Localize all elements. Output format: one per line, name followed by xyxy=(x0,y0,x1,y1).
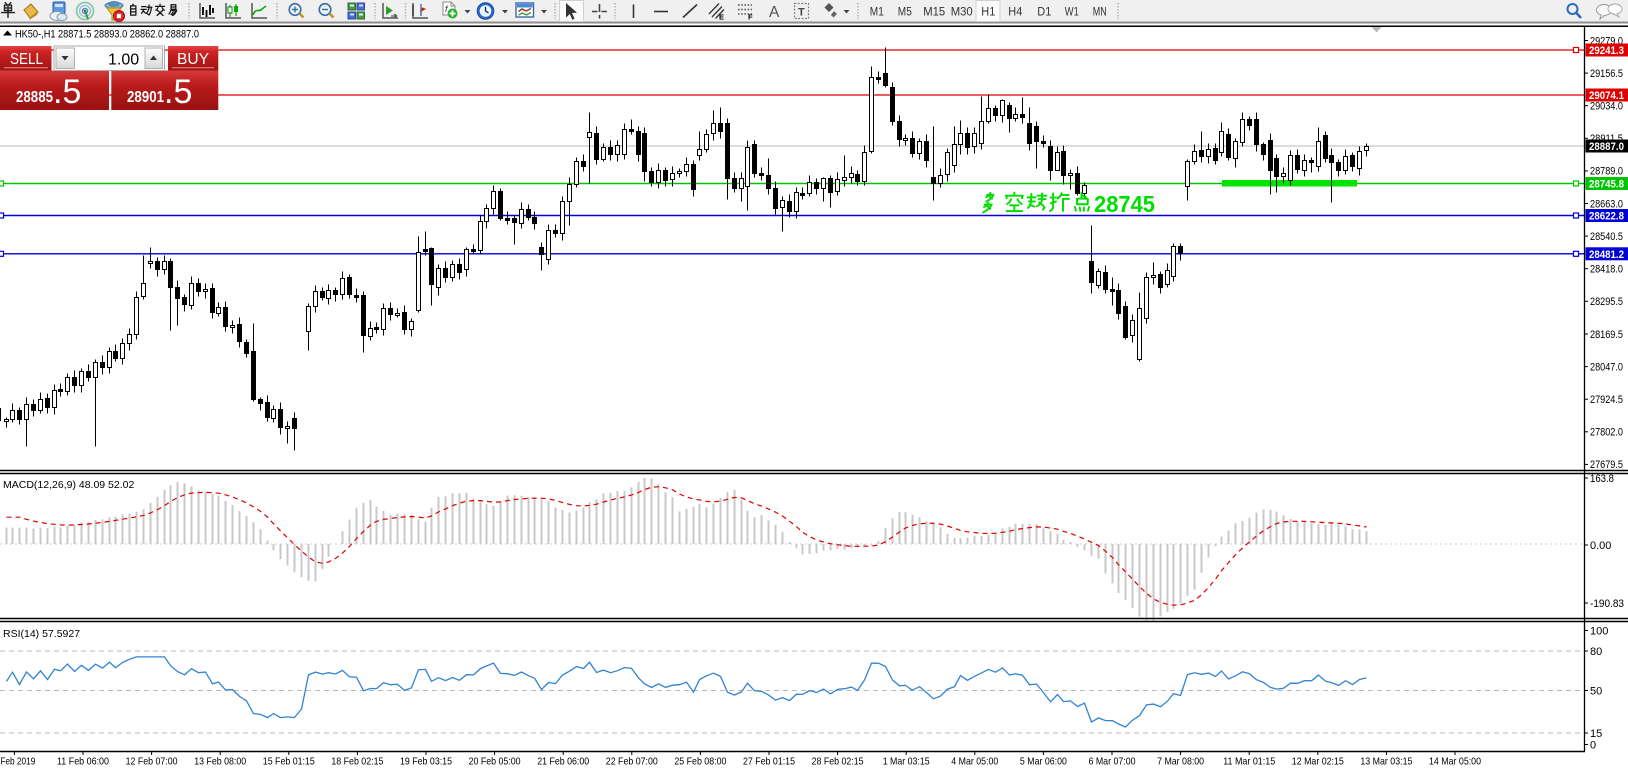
svg-text:29034.0: 29034.0 xyxy=(1590,101,1623,113)
svg-text:27 Feb 01:15: 27 Feb 01:15 xyxy=(743,756,795,768)
svg-text:6 Mar 07:00: 6 Mar 07:00 xyxy=(1089,756,1136,768)
svg-text:7 Mar 08:00: 7 Mar 08:00 xyxy=(1157,756,1204,768)
svg-text:28887.0: 28887.0 xyxy=(1589,141,1624,153)
svg-text:28418.0: 28418.0 xyxy=(1590,264,1623,276)
svg-text:20 Feb 05:00: 20 Feb 05:00 xyxy=(469,756,521,768)
svg-text:H1: H1 xyxy=(981,7,995,19)
svg-text:28540.5: 28540.5 xyxy=(1590,231,1623,243)
svg-text:13 Feb 08:00: 13 Feb 08:00 xyxy=(194,756,246,768)
svg-text:8 Feb 2019: 8 Feb 2019 xyxy=(0,756,36,768)
svg-text:28047.0: 28047.0 xyxy=(1590,361,1623,373)
svg-text:M15: M15 xyxy=(923,7,945,19)
svg-text:19 Feb 03:15: 19 Feb 03:15 xyxy=(400,756,452,768)
svg-text:BUY: BUY xyxy=(177,51,209,68)
svg-text:12 Mar 02:15: 12 Mar 02:15 xyxy=(1292,756,1344,768)
svg-text:SELL: SELL xyxy=(10,51,43,68)
svg-text:28745.8: 28745.8 xyxy=(1589,179,1624,191)
svg-text:0.00: 0.00 xyxy=(1590,540,1611,552)
svg-text:15 Feb 01:15: 15 Feb 01:15 xyxy=(263,756,315,768)
svg-text:29074.1: 29074.1 xyxy=(1589,90,1624,102)
svg-text:28789.0: 28789.0 xyxy=(1590,166,1623,178)
svg-text:1.00: 1.00 xyxy=(108,52,139,69)
svg-text:28745: 28745 xyxy=(1094,191,1155,217)
svg-text:W1: W1 xyxy=(1065,7,1079,19)
svg-text:4 Mar 05:00: 4 Mar 05:00 xyxy=(951,756,998,768)
svg-text:T: T xyxy=(798,7,805,19)
svg-text:HK50-,H1 28871.5 28893.0 2886: HK50-,H1 28871.5 28893.0 28862.0 28887.0 xyxy=(15,29,199,41)
svg-text:A: A xyxy=(769,4,780,21)
svg-text:-190.83: -190.83 xyxy=(1590,598,1624,610)
svg-text:80: 80 xyxy=(1590,646,1602,658)
svg-text:22 Feb 07:00: 22 Feb 07:00 xyxy=(606,756,658,768)
svg-text:M30: M30 xyxy=(951,7,973,19)
svg-text:27924.5: 27924.5 xyxy=(1590,394,1623,406)
svg-text:0: 0 xyxy=(1590,739,1596,751)
svg-text:14 Mar 05:00: 14 Mar 05:00 xyxy=(1429,756,1481,768)
svg-text:E: E xyxy=(719,13,724,22)
svg-text:H4: H4 xyxy=(1008,7,1023,19)
svg-text:.5: .5 xyxy=(53,73,81,111)
svg-text:13 Mar 03:15: 13 Mar 03:15 xyxy=(1360,756,1412,768)
svg-text:.5: .5 xyxy=(164,73,192,111)
svg-text:11 Mar 01:15: 11 Mar 01:15 xyxy=(1223,756,1275,768)
svg-text:15: 15 xyxy=(1590,728,1602,740)
svg-text:M5: M5 xyxy=(898,7,912,19)
svg-text:29156.5: 29156.5 xyxy=(1590,68,1623,80)
svg-text:28169.5: 28169.5 xyxy=(1590,329,1623,341)
svg-text:28295.5: 28295.5 xyxy=(1590,296,1623,308)
svg-text:5 Mar 06:00: 5 Mar 06:00 xyxy=(1020,756,1067,768)
svg-text:27802.0: 27802.0 xyxy=(1590,427,1623,439)
svg-text:25 Feb 08:00: 25 Feb 08:00 xyxy=(674,756,726,768)
svg-text:28622.8: 28622.8 xyxy=(1589,211,1624,223)
svg-text:12 Feb 07:00: 12 Feb 07:00 xyxy=(126,756,178,768)
svg-text:28481.2: 28481.2 xyxy=(1589,249,1624,261)
svg-text:21 Feb 06:00: 21 Feb 06:00 xyxy=(537,756,589,768)
svg-text:D1: D1 xyxy=(1037,7,1051,19)
svg-text:28 Feb 02:15: 28 Feb 02:15 xyxy=(812,756,864,768)
svg-text:100: 100 xyxy=(1590,625,1608,637)
svg-text:1 Mar 03:15: 1 Mar 03:15 xyxy=(883,756,930,768)
svg-text:MACD(12,26,9) 48.09 52.02: MACD(12,26,9) 48.09 52.02 xyxy=(3,479,134,491)
svg-text:f: f xyxy=(445,4,449,14)
svg-text:11 Feb 06:00: 11 Feb 06:00 xyxy=(57,756,109,768)
svg-text:28885: 28885 xyxy=(16,89,53,106)
svg-text:M1: M1 xyxy=(870,7,884,19)
svg-text:RSI(14) 57.5927: RSI(14) 57.5927 xyxy=(3,628,80,640)
svg-text:28663.0: 28663.0 xyxy=(1590,198,1623,210)
svg-text:27679.5: 27679.5 xyxy=(1590,459,1623,471)
svg-text:18 Feb 02:15: 18 Feb 02:15 xyxy=(331,756,383,768)
svg-text:50: 50 xyxy=(1590,685,1602,697)
svg-text:29241.3: 29241.3 xyxy=(1589,45,1624,57)
svg-text:28901: 28901 xyxy=(127,89,164,106)
svg-text:F: F xyxy=(748,13,753,22)
svg-text:163.8: 163.8 xyxy=(1590,473,1614,485)
svg-text:MN: MN xyxy=(1093,7,1107,19)
